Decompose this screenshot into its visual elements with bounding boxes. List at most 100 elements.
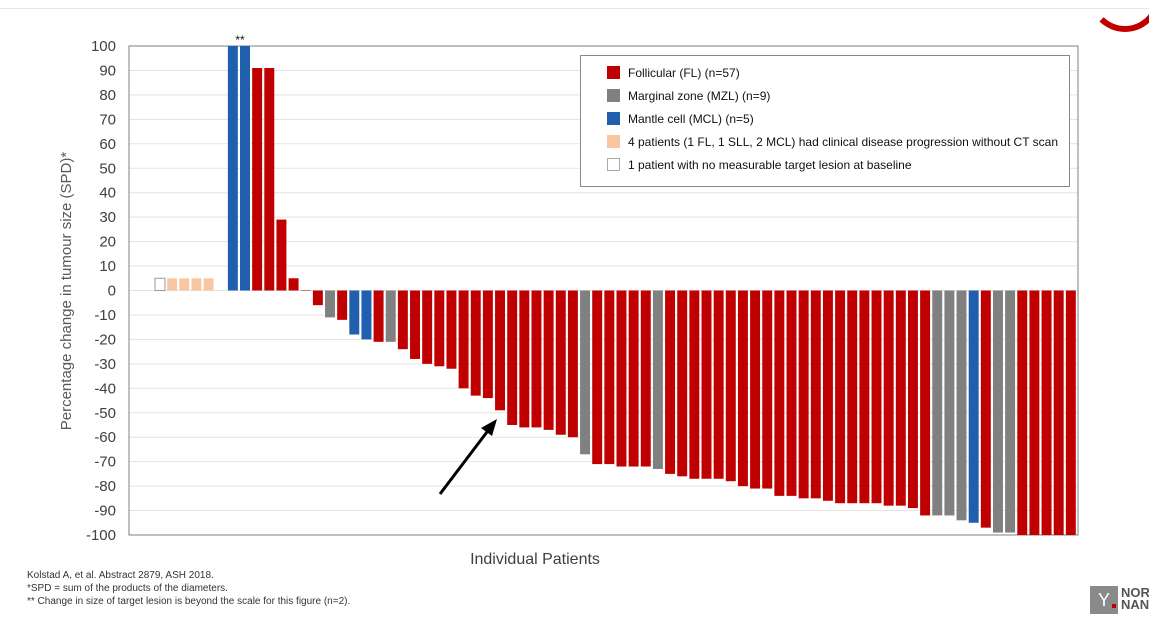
bar-fl: [907, 290, 918, 509]
y-tick-label: 80: [99, 87, 116, 104]
bar-mzl: [652, 290, 663, 469]
bar-fl: [1065, 290, 1076, 535]
bar-fl: [543, 290, 554, 430]
bar-fl: [847, 290, 858, 504]
y-tick-label: -20: [94, 331, 116, 348]
chart-legend: Follicular (FL) (n=57) Marginal zone (MZ…: [580, 55, 1070, 187]
bar-fl: [859, 290, 870, 504]
legend-item-non-measurable: 1 patient with no measurable target lesi…: [607, 158, 1069, 172]
bar-fl: [531, 290, 542, 428]
y-tick-label: 0: [108, 283, 116, 300]
bar-fl: [640, 290, 651, 467]
bar-nm: [154, 277, 166, 291]
bar-clin: [191, 278, 202, 291]
bar-mzl: [992, 290, 1003, 533]
y-tick-label: -80: [94, 478, 116, 495]
y-tick-label: 60: [99, 136, 116, 153]
y-tick-label: 30: [99, 209, 116, 226]
bar-fl: [446, 290, 457, 369]
bar-mcl: [361, 290, 372, 340]
legend-label-mzl: Marginal zone (MZL) (n=9): [628, 89, 771, 103]
bar-fl: [786, 290, 797, 496]
beyond-scale-annotation: **: [235, 33, 245, 47]
bar-fl: [288, 278, 299, 291]
y-tick-label: -10: [94, 307, 116, 324]
footnotes: Kolstad A, et al. Abstract 2879, ASH 201…: [27, 569, 350, 608]
bar-fl: [1053, 290, 1064, 535]
legend-swatch-non-measurable: [607, 158, 620, 171]
legend-item-clinical: 4 patients (1 FL, 1 SLL, 2 MCL) had clin…: [607, 135, 1069, 149]
bar-mzl: [956, 290, 967, 521]
y-tick-label: -70: [94, 454, 116, 471]
bar-fl: [798, 290, 809, 499]
bar-fl: [397, 290, 408, 350]
y-tick-label: -30: [94, 356, 116, 373]
bar-fl: [810, 290, 821, 499]
bar-fl: [276, 219, 287, 291]
y-tick-label: -100: [86, 527, 116, 544]
legend-item-mcl: Mantle cell (MCL) (n=5): [607, 112, 1069, 126]
bar-clin: [179, 278, 190, 291]
bar-mcl: [968, 290, 979, 523]
bar-fl: [373, 290, 384, 342]
bar-fl: [822, 290, 833, 501]
bar-fl: [592, 290, 603, 465]
bar-fl: [883, 290, 894, 506]
y-tick-label: 40: [99, 185, 116, 202]
bar-mcl: [349, 290, 360, 335]
bar-fl: [713, 290, 724, 479]
bar-fl: [567, 290, 578, 438]
bar-fl: [750, 290, 761, 489]
bar-mcl: [227, 46, 238, 291]
bar-mzl: [325, 290, 335, 318]
legend-label-non-measurable: 1 patient with no measurable target lesi…: [628, 158, 912, 172]
y-tick-label: 20: [99, 234, 116, 251]
y-tick-label: 70: [99, 111, 116, 128]
bar-fl: [482, 290, 493, 399]
bar-mzl: [944, 290, 955, 516]
bar-fl: [312, 290, 323, 306]
y-tick-label: -60: [94, 429, 116, 446]
bar-fl: [264, 68, 275, 291]
bar-fl: [422, 290, 433, 364]
legend-swatch-mcl: [607, 112, 620, 125]
arrow-head: [481, 419, 497, 436]
logo-line-1: NOR: [1121, 585, 1149, 600]
bar-fl: [470, 290, 481, 396]
legend-label-mcl: Mantle cell (MCL) (n=5): [628, 112, 754, 126]
y-tick-label: 100: [91, 38, 116, 55]
bar-mzl: [580, 290, 591, 455]
footnote-beyond-scale: ** Change in size of target lesion is be…: [27, 596, 351, 607]
bar-fl: [701, 290, 712, 479]
bar-fl: [1029, 290, 1040, 535]
legend-label-clinical: 4 patients (1 FL, 1 SLL, 2 MCL) had clin…: [628, 135, 1058, 149]
y-tick-label: 90: [99, 62, 116, 79]
logo-line-2: NAN: [1121, 597, 1149, 612]
arrow-shaft: [438, 427, 492, 495]
bar-fl: [616, 290, 627, 467]
bar-fl: [677, 290, 688, 477]
footnote-citation: Kolstad A, et al. Abstract 2879, ASH 201…: [27, 570, 214, 581]
bar-fl: [458, 290, 469, 389]
company-logo-icon: Y: [1090, 586, 1118, 614]
legend-label-fl: Follicular (FL) (n=57): [628, 66, 740, 80]
bar-fl: [762, 290, 773, 489]
bar-fl: [737, 290, 748, 487]
bar-mzl: [385, 290, 396, 342]
bar-fl: [434, 290, 445, 367]
bar-fl: [300, 290, 311, 291]
bar-fl: [555, 290, 566, 435]
bar-fl: [495, 290, 506, 411]
y-tick-label: -50: [94, 405, 116, 422]
bar-fl: [1041, 290, 1052, 535]
footnote-spd: *SPD = sum of the products of the diamet…: [27, 583, 228, 594]
bar-fl: [725, 290, 736, 482]
bar-mzl: [932, 290, 943, 516]
y-tick-label: 50: [99, 160, 116, 177]
bar-mcl: [240, 46, 250, 291]
bar-fl: [410, 290, 420, 359]
plot-frame: [128, 45, 1079, 536]
bar-fl: [980, 290, 991, 528]
legend-item-fl: Follicular (FL) (n=57): [607, 66, 1069, 80]
y-tick-label: -90: [94, 503, 116, 520]
